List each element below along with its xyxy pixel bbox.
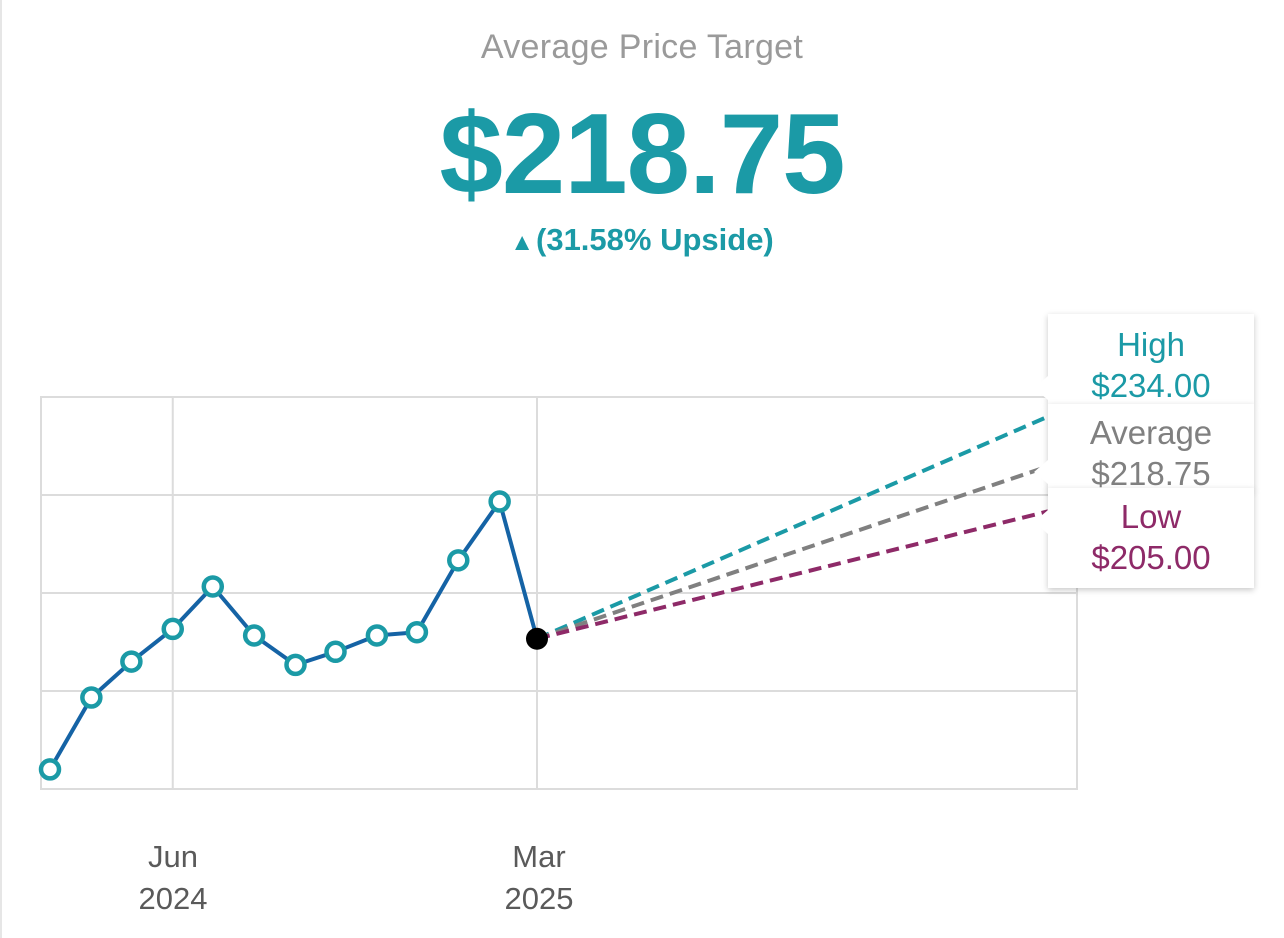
data-point: [447, 549, 470, 572]
page-title: Average Price Target: [480, 28, 804, 66]
forecast-high-line: [536, 414, 1049, 641]
forecast-low-line: [536, 509, 1049, 641]
average-price-target-value: $218.75: [439, 91, 845, 218]
price-history-series: [48, 499, 539, 771]
data-point: [201, 575, 225, 598]
x-tick-label: Mar 2025: [504, 839, 574, 916]
upside-indicator: ▲(31.58% Upside): [0, 222, 1284, 258]
forecast-average-line: [536, 464, 1049, 641]
x-tick-label: Jun 2024: [138, 839, 208, 916]
current-price-point: [526, 627, 548, 650]
frame-border: [0, 0, 2, 938]
low-target-value: $205.00: [1091, 539, 1211, 576]
data-point: [365, 624, 389, 647]
data-point: [38, 758, 62, 781]
data-point: [120, 650, 143, 673]
low-target-tooltip: Low $205.00: [1034, 488, 1254, 588]
upside-text: (31.58% Upside): [536, 222, 774, 257]
chart-grid: [40, 396, 1078, 790]
up-triangle-icon: ▲: [510, 229, 534, 256]
average-target-label: Average: [1089, 414, 1213, 451]
price-history-line: [48, 499, 539, 771]
high-target-tooltip: High $234.00: [1034, 314, 1254, 404]
high-target-value: $234.00: [1091, 367, 1211, 404]
low-target-label: Low: [1120, 498, 1182, 535]
data-point: [324, 640, 347, 664]
average-target-tooltip: Average $218.75: [1034, 404, 1254, 492]
price-history-points: [38, 490, 548, 781]
data-point: [80, 686, 103, 709]
data-point: [242, 624, 266, 647]
high-target-label: High: [1117, 326, 1185, 363]
data-point: [488, 490, 511, 513]
data-point: [405, 620, 429, 644]
forecast-lines: [536, 414, 1049, 641]
average-target-value: $218.75: [1091, 455, 1211, 492]
data-point: [161, 617, 185, 641]
data-point: [284, 653, 307, 677]
